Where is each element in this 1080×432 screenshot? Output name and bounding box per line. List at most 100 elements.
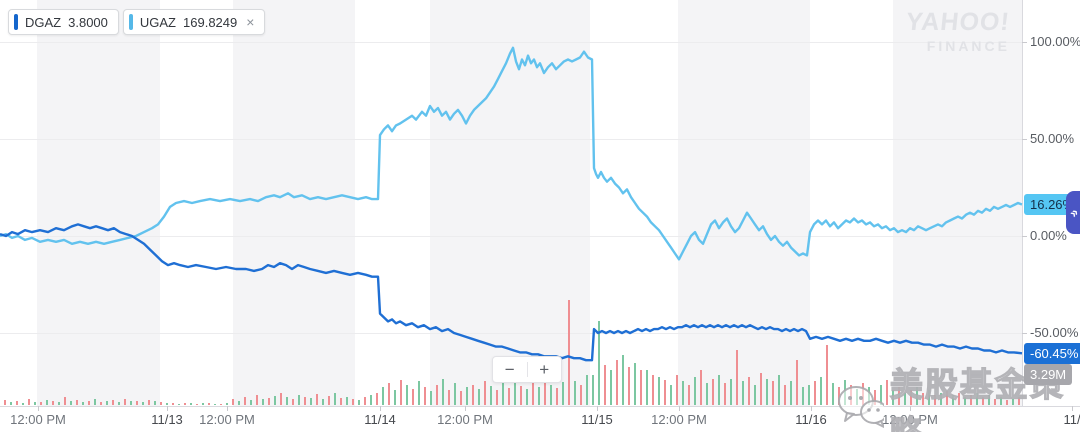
volume-bar (190, 403, 192, 405)
volume-bar (442, 379, 444, 405)
dgaz-symbol: DGAZ (25, 14, 62, 30)
volume-bar (472, 385, 474, 405)
volume-bar (1000, 397, 1002, 405)
volume-bar (250, 400, 252, 405)
volume-bar (154, 401, 156, 405)
volume-bar (538, 387, 540, 405)
volume-bar (784, 385, 786, 405)
volume-bar (814, 381, 816, 405)
x-axis-line (0, 406, 1080, 407)
volume-bar (730, 379, 732, 405)
volume-bar (490, 386, 492, 405)
volume-bar (520, 386, 522, 405)
volume-bar (436, 385, 438, 405)
gridline (0, 333, 1022, 334)
volume-bar (382, 387, 384, 405)
volume-bar (142, 402, 144, 405)
volume-bar (580, 385, 582, 405)
volume-bar (772, 381, 774, 405)
volume-bar (34, 402, 36, 405)
volume-bar (64, 397, 66, 405)
session-band (678, 0, 810, 406)
volume-bar (316, 394, 318, 405)
volume-bar (790, 381, 792, 405)
session-band (37, 0, 160, 406)
x-tick (910, 406, 911, 411)
volume-bar (598, 321, 600, 405)
volume-bar (58, 402, 60, 405)
volume-bar (778, 375, 780, 405)
volume-bar (406, 385, 408, 405)
y-tick (1022, 333, 1027, 334)
volume-bar (376, 393, 378, 405)
x-axis-tick-label: 11/13 (151, 412, 183, 427)
zoom-in-button[interactable]: + (539, 360, 550, 379)
volume-bar (742, 381, 744, 405)
x-tick (167, 406, 168, 411)
share-side-tab[interactable]: » (1066, 191, 1080, 234)
volume-bar (412, 389, 414, 405)
volume-bar (4, 400, 6, 405)
ticker-chip-dgaz[interactable]: DGAZ 3.8000 (8, 9, 119, 35)
volume-bar (868, 387, 870, 405)
volume-bar (148, 400, 150, 405)
zoom-out-button[interactable]: − (504, 360, 515, 379)
volume-bar (562, 382, 564, 405)
volume-bar (112, 400, 114, 405)
volume-bar (748, 377, 750, 405)
ticker-chip-ugaz[interactable]: UGAZ 169.8249 × (122, 9, 266, 35)
volume-bar (484, 381, 486, 405)
dgaz-change-badge: -60.45% (1024, 342, 1080, 364)
volume-bar (820, 377, 822, 405)
volume-bar (46, 400, 48, 405)
volume-bar (268, 398, 270, 405)
volume-bar (802, 387, 804, 405)
x-tick (597, 406, 598, 411)
volume-bar (700, 370, 702, 405)
volume-bar (604, 365, 606, 405)
volume-bar (352, 399, 354, 405)
volume-bar (550, 385, 552, 405)
volume-bar (514, 380, 516, 405)
remove-ugaz-icon[interactable]: × (246, 14, 255, 30)
ugaz-symbol: UGAZ (139, 14, 177, 30)
volume-bar (52, 401, 54, 405)
x-axis-tick-label: 11/15 (581, 412, 613, 427)
volume-bar (622, 355, 624, 405)
volume-bar (862, 383, 864, 405)
volume-bar (280, 393, 282, 405)
x-axis-tick-label: 12:00 PM (199, 412, 255, 427)
volume-bar (16, 401, 18, 405)
volume-bar (334, 393, 336, 405)
volume-bar (658, 377, 660, 405)
volume-bar (454, 383, 456, 405)
volume-bar (652, 375, 654, 405)
volume-bar (718, 375, 720, 405)
volume-bar (874, 390, 876, 405)
y-axis-tick-label: 100.00% (1030, 34, 1080, 49)
volume-bar (556, 388, 558, 405)
x-tick (1072, 406, 1073, 411)
volume-bar (544, 379, 546, 405)
volume-bar (880, 385, 882, 405)
volume-bar (370, 395, 372, 405)
volume-bar (478, 389, 480, 405)
volume-bar (364, 397, 366, 405)
volume-bar (286, 397, 288, 405)
volume-bar (616, 360, 618, 405)
volume-bar (850, 385, 852, 405)
dgaz-color-bar (14, 14, 18, 30)
volume-bar (586, 375, 588, 405)
volume-bar (292, 399, 294, 405)
session-band (233, 0, 355, 406)
volume-bar (940, 393, 942, 405)
volume-bar (448, 390, 450, 405)
volume-bar (274, 396, 276, 405)
volume-bar (886, 380, 888, 405)
volume-bar (70, 401, 72, 405)
volume-bar (892, 390, 894, 405)
volume-bar (532, 383, 534, 405)
dgaz-price: 3.8000 (68, 14, 108, 30)
volume-bar (754, 385, 756, 405)
